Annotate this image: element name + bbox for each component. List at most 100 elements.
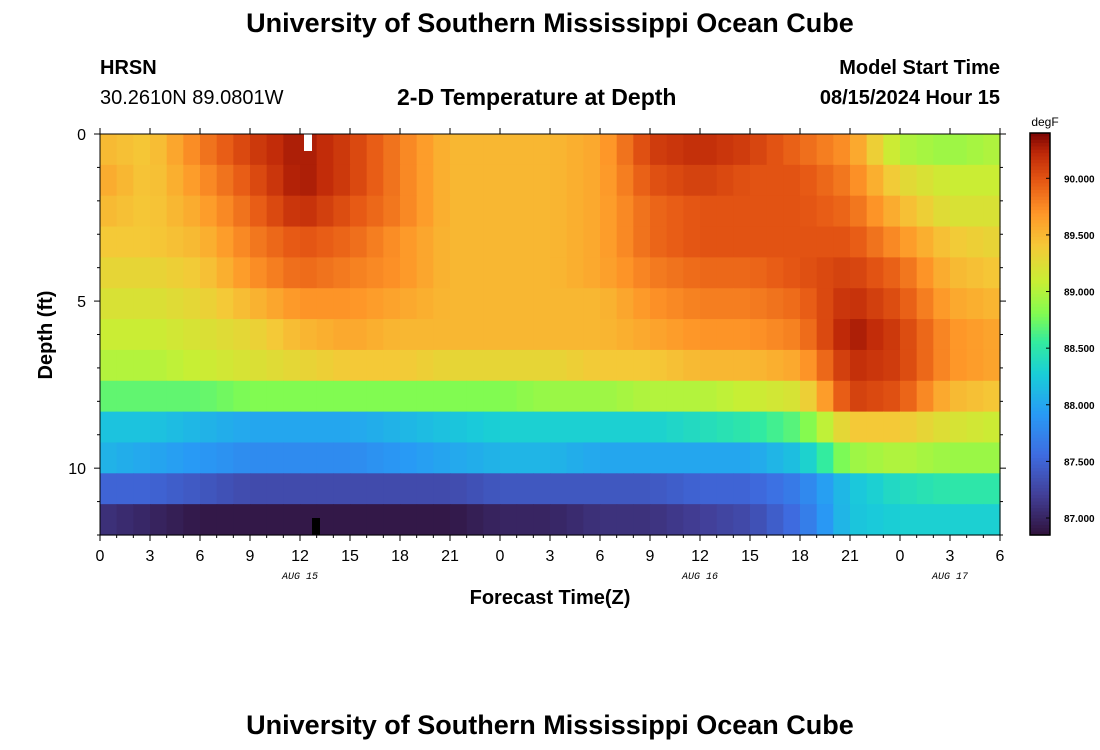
heatmap-cell bbox=[800, 473, 818, 505]
heatmap-cell bbox=[650, 195, 668, 228]
heatmap-cell bbox=[333, 380, 351, 413]
heatmap-cell bbox=[366, 473, 384, 505]
heatmap-cell bbox=[500, 319, 518, 351]
heatmap-cell bbox=[666, 442, 684, 474]
heatmap-cell bbox=[983, 349, 1001, 382]
heatmap-cell bbox=[433, 195, 451, 228]
colorbar-segment bbox=[1030, 213, 1050, 218]
heatmap-cell bbox=[466, 442, 484, 474]
heatmap-cell bbox=[433, 164, 451, 197]
heatmap-cell bbox=[283, 319, 301, 351]
colorbar-segment bbox=[1030, 347, 1050, 352]
heatmap-cell bbox=[516, 134, 534, 166]
heatmap-cell bbox=[866, 319, 884, 351]
heatmap-cell bbox=[900, 257, 918, 289]
heatmap-cell bbox=[150, 349, 168, 382]
colorbar-segment bbox=[1030, 330, 1050, 335]
heatmap-cell bbox=[333, 164, 351, 197]
heatmap-cell bbox=[833, 380, 851, 413]
colorbar-segment bbox=[1030, 173, 1050, 178]
heatmap-cell bbox=[633, 473, 651, 505]
heatmap-cell bbox=[500, 134, 518, 166]
heatmap-cell bbox=[133, 134, 151, 166]
date-label: AUG 17 bbox=[931, 572, 968, 583]
colorbar-segment bbox=[1030, 169, 1050, 174]
heatmap-cell bbox=[233, 442, 251, 474]
heatmap-cell bbox=[150, 288, 168, 320]
heatmap-cell bbox=[733, 257, 751, 289]
x-tick-label: 0 bbox=[896, 548, 905, 565]
heatmap-cell bbox=[516, 319, 534, 351]
heatmap-cell bbox=[950, 411, 968, 444]
heatmap-cell bbox=[516, 349, 534, 382]
heatmap-cell bbox=[583, 349, 601, 382]
colorbar-segment bbox=[1030, 317, 1050, 322]
heatmap-cell bbox=[550, 195, 568, 228]
colorbar-segment bbox=[1030, 277, 1050, 281]
colorbar-segment bbox=[1030, 334, 1050, 338]
heatmap-cell bbox=[583, 411, 601, 444]
colorbar-segment bbox=[1030, 189, 1050, 194]
heatmap-cell bbox=[483, 288, 501, 320]
heatmap-cell bbox=[550, 134, 568, 166]
heatmap-cell bbox=[583, 473, 601, 505]
heatmap-cell bbox=[233, 411, 251, 444]
heatmap-cell bbox=[333, 442, 351, 474]
colorbar-segment bbox=[1030, 159, 1050, 164]
colorbar-tick-label: 88.500 bbox=[1064, 344, 1095, 355]
heatmap-cell bbox=[550, 226, 568, 258]
heatmap-cell bbox=[916, 226, 934, 258]
heatmap-cell bbox=[550, 319, 568, 351]
colorbar-segment bbox=[1030, 380, 1050, 385]
heatmap-cell bbox=[566, 380, 584, 413]
colorbar-tick-label: 90.000 bbox=[1064, 174, 1095, 185]
heatmap-cell bbox=[666, 380, 684, 413]
heatmap-cell bbox=[500, 257, 518, 289]
heatmap-cell bbox=[250, 257, 268, 289]
heatmap-cell bbox=[450, 319, 468, 351]
colorbar-segment bbox=[1030, 267, 1050, 271]
colorbar-segment bbox=[1030, 280, 1050, 285]
y-tick-label: 0 bbox=[77, 127, 86, 144]
heatmap-cell bbox=[583, 195, 601, 228]
heatmap-cell bbox=[350, 288, 368, 320]
heatmap-cell bbox=[766, 473, 784, 505]
heatmap-cell bbox=[766, 411, 784, 444]
heatmap-cell bbox=[566, 164, 584, 197]
heatmap-cell bbox=[400, 504, 418, 536]
heatmap-cell bbox=[316, 195, 334, 228]
heatmap-cell bbox=[183, 226, 201, 258]
heatmap-cell bbox=[583, 226, 601, 258]
heatmap-cell bbox=[516, 226, 534, 258]
heatmap-cell bbox=[600, 288, 618, 320]
heatmap-cell bbox=[650, 319, 668, 351]
heatmap-cell bbox=[633, 319, 651, 351]
heatmap-cell bbox=[300, 257, 318, 289]
heatmap-cell bbox=[916, 473, 934, 505]
heatmap-cell bbox=[533, 134, 551, 166]
heatmap-cell bbox=[150, 164, 168, 197]
heatmap-cell bbox=[133, 442, 151, 474]
heatmap-cell bbox=[283, 442, 301, 474]
heatmap-cell bbox=[333, 319, 351, 351]
colorbar-segment bbox=[1030, 246, 1050, 251]
heatmap-cell bbox=[416, 226, 434, 258]
heatmap-cell bbox=[800, 411, 818, 444]
x-tick-label: 9 bbox=[646, 548, 655, 565]
heatmap-cell bbox=[200, 473, 218, 505]
colorbar-segment bbox=[1030, 447, 1050, 452]
heatmap-cell bbox=[916, 380, 934, 413]
heatmap-cell bbox=[400, 473, 418, 505]
colorbar-segment bbox=[1030, 357, 1050, 362]
heatmap-cell bbox=[300, 195, 318, 228]
heatmap-cell bbox=[683, 473, 701, 505]
heatmap-cell bbox=[966, 288, 984, 320]
heatmap-cell bbox=[816, 195, 834, 228]
heatmap-cell bbox=[583, 319, 601, 351]
heatmap-cell bbox=[100, 226, 118, 258]
heatmap-cell bbox=[766, 504, 784, 536]
heatmap-cell bbox=[916, 442, 934, 474]
heatmap-cell bbox=[200, 134, 218, 166]
heatmap-cell bbox=[483, 504, 501, 536]
colorbar-segment bbox=[1030, 340, 1050, 345]
